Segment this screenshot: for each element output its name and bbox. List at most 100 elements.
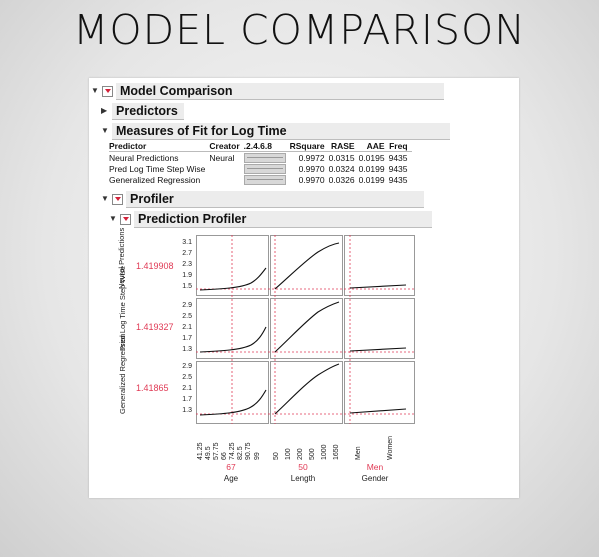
curve-gender-genreg	[349, 408, 407, 414]
factor-value-age[interactable]: 67	[226, 462, 236, 472]
disclosure-open-icon[interactable]: ▼	[101, 126, 109, 135]
curve-length-genreg	[274, 363, 340, 415]
freq: 9435	[388, 163, 408, 174]
y-tick: 2.9	[182, 363, 192, 370]
current-value-genreg: 1.41865	[136, 383, 169, 393]
factor-name-age: Age	[223, 474, 239, 483]
rsquare: 0.9972	[298, 152, 325, 163]
x-tick: 100	[285, 448, 292, 460]
curve-length-stepwise	[274, 301, 340, 353]
response-label: Generalized Regression	[118, 333, 127, 414]
creator	[209, 163, 243, 174]
disclosure-open-icon[interactable]: ▼	[91, 86, 99, 95]
y-tick: 2.1	[182, 324, 192, 331]
disclosure-open-icon[interactable]: ▼	[101, 194, 109, 203]
x-tick: 500	[309, 448, 316, 460]
slide-title: MODEL COMPARISON	[73, 6, 526, 54]
curve-gender-stepwise	[349, 347, 407, 352]
x-tick: 49.5	[205, 446, 212, 460]
col-creator: Creator	[209, 141, 244, 152]
x-tick: 99	[254, 452, 261, 460]
predictors-header[interactable]: ▶ Predictors	[101, 102, 184, 120]
predictor-name: Pred Log Time Step Wise	[109, 163, 206, 174]
y-tick: 1.5	[182, 283, 192, 290]
freq: 9435	[388, 174, 408, 185]
factor-value-length[interactable]: 50	[298, 462, 308, 472]
red-triangle-menu-icon[interactable]	[102, 85, 113, 97]
rase: 0.0315	[328, 152, 355, 163]
fit-table-header: Predictor Creator .2.4.6.8 RSquare RASE …	[109, 141, 412, 152]
x-tick: 50	[273, 452, 280, 460]
model-comparison-header[interactable]: ▼ Model Comparison	[91, 82, 444, 100]
measures-title: Measures of Fit for Log Time	[116, 123, 287, 138]
y-tick: 1.3	[182, 407, 192, 414]
x-tick: 41.25	[197, 442, 204, 460]
x-tick: 90.75	[245, 442, 252, 460]
col-freq: Freq	[388, 141, 412, 152]
col-rase: RASE	[328, 141, 359, 152]
y-tick: 2.3	[182, 261, 192, 268]
x-tick: 200	[297, 448, 304, 460]
aae: 0.0195	[358, 152, 385, 163]
curve-age-stepwise	[199, 326, 267, 353]
rsquare: 0.9970	[298, 174, 325, 185]
x-tick: 82.5	[237, 446, 244, 460]
creator: Neural	[209, 152, 235, 163]
col-predictor: Predictor	[109, 141, 210, 152]
x-tick: 66	[221, 452, 228, 460]
rsquare-bar	[243, 152, 290, 164]
curve-length-neural	[274, 242, 340, 290]
predictor-name: Generalized Regression	[109, 174, 201, 185]
table-row: Generalized Regression 0.9970 0.0326 0.0…	[109, 174, 412, 185]
y-tick: 2.1	[182, 385, 192, 392]
prediction-profiler-header[interactable]: ▼ Prediction Profiler	[109, 210, 432, 228]
y-tick: 2.7	[182, 250, 192, 257]
x-tick: 1650	[333, 444, 340, 460]
y-tick: 2.5	[182, 313, 192, 320]
rsquare-bar	[243, 174, 290, 185]
creator	[209, 174, 243, 185]
measures-header[interactable]: ▼ Measures of Fit for Log Time	[101, 122, 450, 140]
fit-table: Predictor Creator .2.4.6.8 RSquare RASE …	[109, 141, 412, 185]
y-tick: 2.5	[182, 374, 192, 381]
table-row: Neural Predictions Neural 0.9972 0.0315 …	[109, 152, 412, 164]
prediction-profiler-title: Prediction Profiler	[138, 211, 247, 226]
y-tick: 1.9	[182, 272, 192, 279]
predictors-title: Predictors	[116, 103, 178, 118]
table-row: Pred Log Time Step Wise 0.9970 0.0324 0.…	[109, 163, 412, 174]
profiler-title: Profiler	[130, 191, 174, 206]
y-tick: 1.7	[182, 335, 192, 342]
rase: 0.0326	[328, 174, 355, 185]
predictor-name: Neural Predictions	[109, 152, 179, 163]
profiler-header[interactable]: ▼ Profiler	[101, 190, 424, 208]
red-triangle-menu-icon[interactable]	[120, 213, 131, 225]
x-tick: 74.25	[229, 442, 236, 460]
factor-name-gender: Gender	[361, 474, 389, 483]
x-tick: 1000	[321, 444, 328, 460]
rsquare-bar	[243, 163, 290, 174]
x-tick: Men	[355, 446, 362, 460]
curve-age-genreg	[199, 389, 267, 416]
y-tick: 1.7	[182, 396, 192, 403]
col-bar-scale: .2.4.6.8	[243, 141, 290, 152]
current-value-stepwise: 1.419327	[136, 322, 174, 332]
x-tick: 57.75	[213, 442, 220, 460]
disclosure-open-icon[interactable]: ▼	[109, 214, 117, 223]
rsquare: 0.9970	[298, 163, 325, 174]
profiler-grid[interactable]	[196, 235, 416, 425]
freq: 9435	[388, 152, 408, 163]
col-aae: AAE	[358, 141, 389, 152]
curve-age-neural	[199, 267, 267, 291]
y-tick: 1.3	[182, 346, 192, 353]
x-tick: Women	[387, 436, 394, 460]
curve-gender-neural	[349, 284, 407, 289]
aae: 0.0199	[358, 174, 385, 185]
aae: 0.0199	[358, 163, 385, 174]
col-rsquare: RSquare	[289, 141, 329, 152]
factor-value-gender[interactable]: Men	[366, 462, 384, 472]
rase: 0.0324	[328, 163, 355, 174]
disclosure-closed-icon[interactable]: ▶	[101, 106, 108, 115]
y-tick: 3.1	[182, 239, 192, 246]
red-triangle-menu-icon[interactable]	[112, 193, 123, 205]
model-comparison-title: Model Comparison	[120, 83, 233, 98]
